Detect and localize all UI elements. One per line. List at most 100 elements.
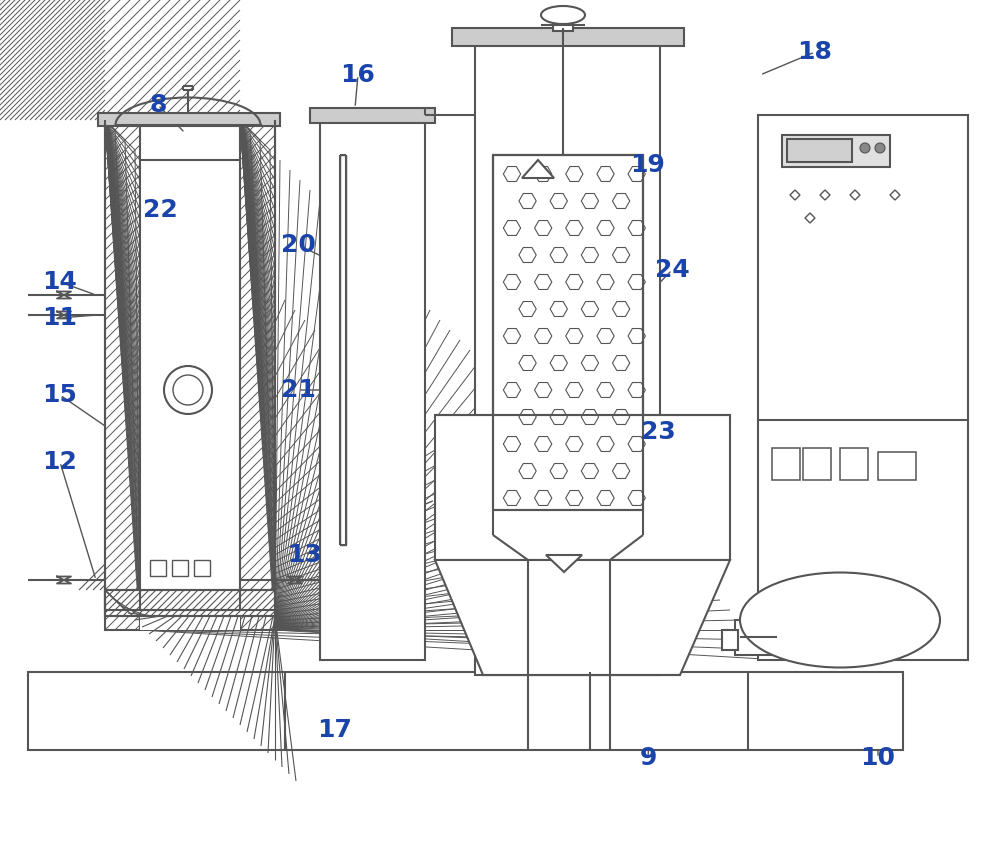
Bar (240, 120, 275, 630)
Polygon shape (597, 491, 614, 505)
Polygon shape (519, 355, 536, 371)
Polygon shape (612, 193, 630, 209)
Polygon shape (535, 491, 552, 505)
Polygon shape (550, 355, 567, 371)
Polygon shape (503, 491, 521, 505)
Polygon shape (522, 160, 554, 178)
Polygon shape (503, 274, 521, 290)
Polygon shape (581, 302, 599, 316)
Polygon shape (519, 193, 536, 209)
Polygon shape (612, 463, 630, 479)
Polygon shape (519, 410, 536, 424)
Polygon shape (628, 166, 645, 181)
Polygon shape (566, 329, 583, 343)
Bar (150, 560, 166, 576)
Ellipse shape (740, 573, 940, 667)
Bar (28, 672, 903, 750)
Circle shape (164, 366, 212, 414)
Text: 12: 12 (43, 450, 77, 474)
Bar (758, 115, 968, 660)
Polygon shape (628, 436, 645, 452)
Text: 18: 18 (798, 40, 832, 64)
Polygon shape (550, 463, 567, 479)
Polygon shape (550, 248, 567, 262)
Polygon shape (581, 355, 599, 371)
Text: 22: 22 (143, 198, 177, 222)
Bar (140, 160, 240, 630)
Polygon shape (566, 491, 583, 505)
Text: 9: 9 (639, 746, 657, 770)
Bar (105, 590, 275, 616)
Ellipse shape (541, 6, 585, 24)
Polygon shape (535, 383, 552, 398)
Polygon shape (628, 274, 645, 290)
Polygon shape (550, 193, 567, 209)
Bar (340, 155, 346, 545)
Bar (772, 448, 800, 480)
Polygon shape (628, 221, 645, 235)
Bar (553, 9, 573, 31)
Polygon shape (566, 274, 583, 290)
Polygon shape (597, 274, 614, 290)
Polygon shape (612, 410, 630, 424)
Polygon shape (519, 302, 536, 316)
Bar (803, 448, 831, 480)
Text: 8: 8 (149, 93, 167, 117)
Bar (735, 620, 777, 655)
Bar (782, 135, 890, 167)
Polygon shape (581, 193, 599, 209)
Bar (310, 108, 435, 123)
Bar (475, 40, 660, 675)
Circle shape (860, 143, 870, 153)
Polygon shape (597, 329, 614, 343)
Text: 24: 24 (655, 258, 689, 282)
Polygon shape (535, 436, 552, 452)
Bar (493, 155, 643, 510)
Polygon shape (435, 560, 730, 675)
Polygon shape (581, 463, 599, 479)
Polygon shape (597, 383, 614, 398)
Polygon shape (503, 383, 521, 398)
Bar (105, 590, 275, 616)
Bar (787, 139, 852, 162)
Bar (878, 452, 916, 480)
Polygon shape (581, 248, 599, 262)
Polygon shape (546, 555, 582, 572)
Polygon shape (566, 221, 583, 235)
Polygon shape (612, 302, 630, 316)
Polygon shape (566, 166, 583, 181)
Polygon shape (612, 248, 630, 262)
Bar (98, 113, 280, 126)
Polygon shape (535, 274, 552, 290)
Bar (435, 415, 730, 560)
Polygon shape (550, 302, 567, 316)
Polygon shape (519, 248, 536, 262)
Polygon shape (597, 436, 614, 452)
Bar (320, 115, 425, 660)
Bar (840, 448, 868, 480)
Polygon shape (503, 221, 521, 235)
Polygon shape (597, 221, 614, 235)
Polygon shape (535, 329, 552, 343)
Polygon shape (612, 355, 630, 371)
Bar (172, 560, 188, 576)
Polygon shape (535, 166, 552, 181)
Circle shape (875, 143, 885, 153)
Text: 17: 17 (318, 718, 352, 742)
Polygon shape (597, 166, 614, 181)
Text: 23: 23 (641, 420, 675, 444)
Polygon shape (628, 329, 645, 343)
Polygon shape (503, 166, 521, 181)
Text: 13: 13 (288, 543, 322, 567)
Polygon shape (566, 383, 583, 398)
Polygon shape (503, 329, 521, 343)
Polygon shape (519, 463, 536, 479)
Polygon shape (628, 383, 645, 398)
Polygon shape (628, 491, 645, 505)
Text: 19: 19 (631, 153, 665, 177)
Polygon shape (503, 436, 521, 452)
Polygon shape (535, 221, 552, 235)
Bar (105, 120, 140, 630)
Bar (194, 560, 210, 576)
Text: 11: 11 (42, 306, 78, 330)
